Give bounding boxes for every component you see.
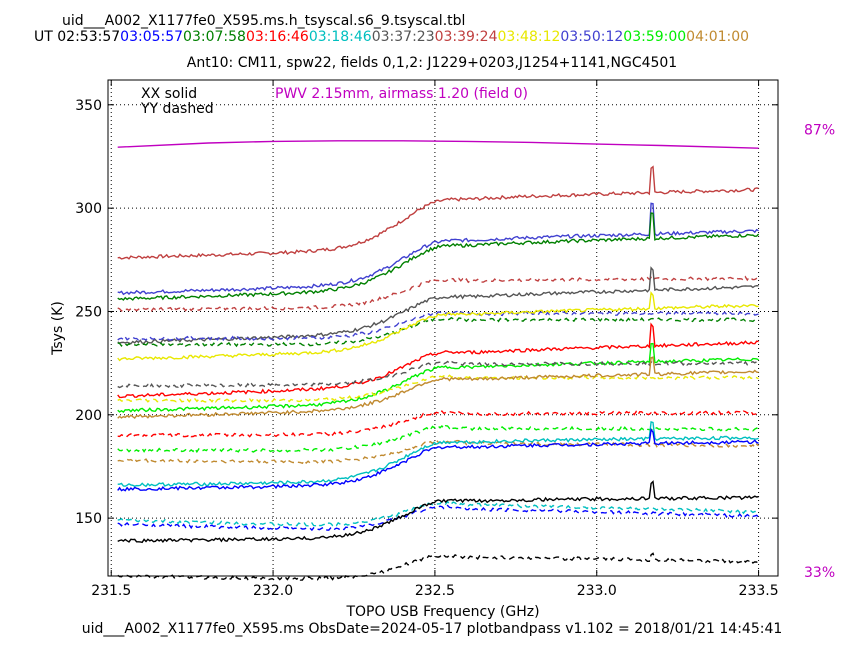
pwv-annotation: PWV 2.15mm, airmass 1.20 (field 0) — [275, 86, 528, 102]
timestamp-8: 03:50:12 — [560, 29, 624, 45]
y-tick-label-0: 150 — [75, 511, 102, 527]
ut-label: UT — [34, 29, 53, 45]
y-axis-label: Tsys (K) — [50, 301, 66, 356]
timestamp-list: 02:53:5703:05:5703:07:5803:16:4603:18:46… — [57, 29, 749, 45]
x-tick-label-3: 233.0 — [577, 583, 617, 599]
x-axis-label: TOPO USB Frequency (GHz) — [345, 604, 539, 620]
timestamp-0: 02:53:57 — [57, 29, 121, 45]
timestamp-4: 03:18:46 — [308, 29, 372, 45]
series-line-13 — [117, 409, 760, 439]
x-tick-label-4: 233.5 — [739, 583, 779, 599]
right-label-1: 33% — [804, 565, 835, 581]
timestamp-6: 03:39:24 — [434, 29, 498, 45]
series-line-9 — [117, 342, 759, 414]
series-line-12 — [117, 356, 759, 419]
y-tick-label-4: 350 — [75, 98, 102, 114]
y-tick-label-3: 300 — [75, 201, 102, 217]
series-line-2 — [117, 212, 760, 301]
timestamp-2: 03:07:58 — [183, 29, 246, 45]
series-line-16 — [117, 420, 759, 488]
x-tick-label-2: 232.5 — [415, 583, 455, 599]
series-line-18 — [117, 500, 759, 527]
series-line-11 — [117, 374, 759, 403]
series-line-20 — [117, 480, 759, 544]
timestamp-1: 03:05:57 — [120, 29, 184, 45]
legend-solid: XX solid — [141, 86, 197, 102]
timestamp-10: 04:01:00 — [686, 29, 750, 45]
series-line-4 — [117, 266, 759, 345]
series-line-15 — [117, 439, 760, 465]
timestamp-5: 03:37:23 — [371, 29, 435, 45]
timestamp-3: 03:16:46 — [245, 29, 309, 45]
plot-subtitle: Ant10: CM11, spw22, fields 0,1,2: J1229+… — [186, 55, 678, 71]
y-tick-label-1: 200 — [75, 408, 102, 424]
series-line-21 — [117, 552, 759, 582]
y-tick-label-2: 250 — [75, 304, 102, 320]
timestamp-row: UT 02:53:5703:05:5703:07:5803:16:4603:18… — [34, 29, 749, 45]
timestamp-7: 03:48:12 — [497, 29, 561, 45]
series-line-19 — [117, 504, 760, 532]
footer-text: uid___A002_X1177fe0_X595.ms ObsDate=2024… — [81, 621, 783, 637]
series-line-8 — [117, 322, 759, 399]
series-line-17 — [117, 427, 759, 492]
x-tick-label-0: 231.5 — [91, 583, 131, 599]
series-line-10 — [117, 360, 759, 389]
legend-dashed: YY dashed — [140, 101, 214, 117]
series-line-6 — [117, 316, 759, 348]
x-tick-label-1: 232.0 — [253, 583, 293, 599]
right-label-0: 87% — [804, 123, 835, 139]
transmission-curve — [117, 140, 759, 149]
plot-frame — [107, 79, 779, 577]
timestamp-9: 03:59:00 — [623, 29, 687, 45]
series-line-5 — [117, 310, 759, 341]
series-line-7 — [117, 290, 759, 362]
series-line-3 — [117, 275, 759, 312]
series-line-1 — [117, 202, 759, 296]
table-filename: uid___A002_X1177fe0_X595.ms.h_tsyscal.s6… — [62, 13, 466, 29]
series-line-0 — [117, 165, 759, 260]
